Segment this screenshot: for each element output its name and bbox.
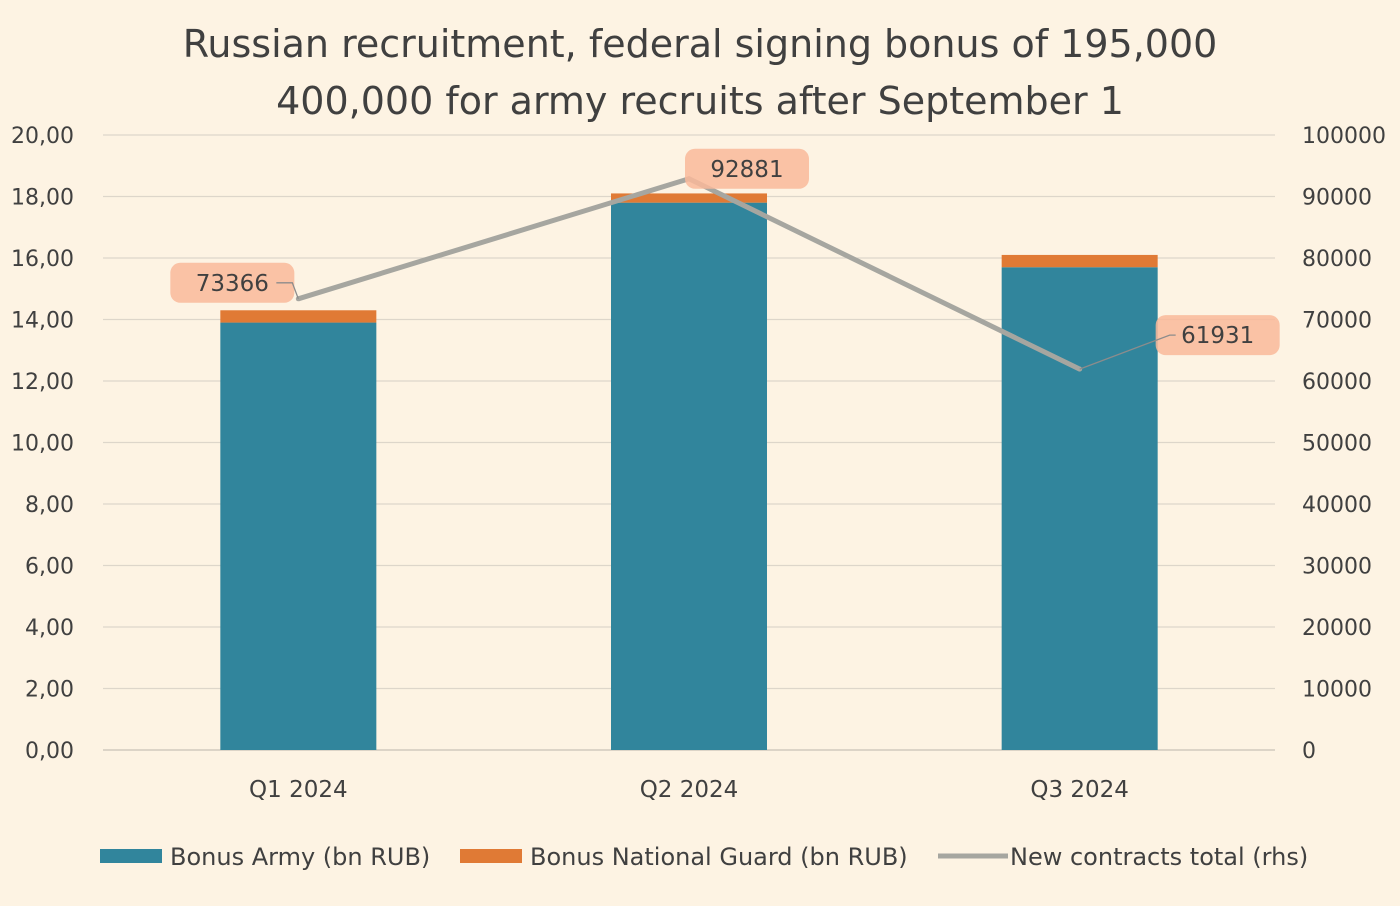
legend-swatch-bonus-army — [100, 849, 162, 863]
y-left-tick-label: 2,00 — [25, 678, 74, 703]
y-right-tick-label: 0 — [1302, 739, 1316, 764]
data-label-leader — [1079, 334, 1176, 370]
data-label: 61931 — [1181, 323, 1254, 349]
y-left-tick-label: 0,00 — [25, 739, 74, 764]
y-left-tick-label: 6,00 — [25, 555, 74, 580]
legend-swatch-bonus-national-guard — [460, 849, 522, 863]
y-left-tick-label: 20,00 — [11, 124, 74, 149]
legend: Bonus Army (bn RUB) Bonus National Guard … — [100, 843, 1308, 871]
y-left-tick-label: 8,00 — [25, 493, 74, 518]
y-left-tick-label: 10,00 — [11, 432, 74, 457]
y-right-tick-label: 60000 — [1302, 370, 1372, 395]
y-right-tick-label: 50000 — [1302, 432, 1372, 457]
data-label-highlight — [1155, 315, 1280, 356]
x-tick-label: Q1 2024 — [249, 777, 348, 803]
data-label-highlight — [685, 148, 809, 189]
y-right-tick-label: 100000 — [1302, 124, 1386, 149]
axes: 0,00 2,00 4,00 6,00 8,00 10,00 12,00 14,00 16,00… — [11, 124, 1386, 803]
bar-bonus-national-guard — [611, 193, 767, 203]
chart-title-line-1: Russian recruitment, federal signing bon… — [183, 22, 1218, 66]
bar-bonus-army — [220, 322, 377, 750]
bars — [220, 193, 1158, 750]
y-right-tick-label: 10000 — [1302, 678, 1372, 703]
y-right-tick-label: 90000 — [1302, 186, 1372, 211]
bar-bonus-army — [611, 202, 767, 750]
chart-title-line-2: 400,000 for army recruits after Septembe… — [276, 79, 1124, 123]
data-label: 73366 — [196, 271, 269, 297]
legend-label: Bonus Army (bn RUB) — [170, 843, 430, 871]
y-left-tick-label: 12,00 — [11, 370, 74, 395]
y-left-tick-label: 4,00 — [25, 616, 74, 641]
y-left-tick-label: 16,00 — [11, 247, 74, 272]
x-tick-label: Q2 2024 — [640, 777, 739, 803]
x-tick-label: Q3 2024 — [1030, 777, 1129, 803]
y-right-tick-label: 30000 — [1302, 555, 1372, 580]
data-label: 92881 — [710, 157, 783, 183]
bar-bonus-national-guard — [220, 310, 377, 323]
y-right-tick-label: 40000 — [1302, 493, 1372, 518]
y-right-tick-label: 80000 — [1302, 247, 1372, 272]
y-right-tick-label: 20000 — [1302, 616, 1372, 641]
data-label-leader — [276, 282, 299, 300]
y-left-tick-label: 18,00 — [11, 186, 74, 211]
legend-label: Bonus National Guard (bn RUB) — [530, 843, 908, 871]
data-label-highlight — [170, 262, 295, 303]
y-left-tick-label: 14,00 — [11, 309, 74, 334]
legend-label: New contracts total (rhs) — [1010, 843, 1308, 871]
bar-bonus-army — [1001, 267, 1158, 750]
data-labels: 73366 92881 61931 — [170, 148, 1280, 370]
bar-bonus-national-guard — [1001, 254, 1158, 268]
y-right-tick-label: 70000 — [1302, 309, 1372, 334]
